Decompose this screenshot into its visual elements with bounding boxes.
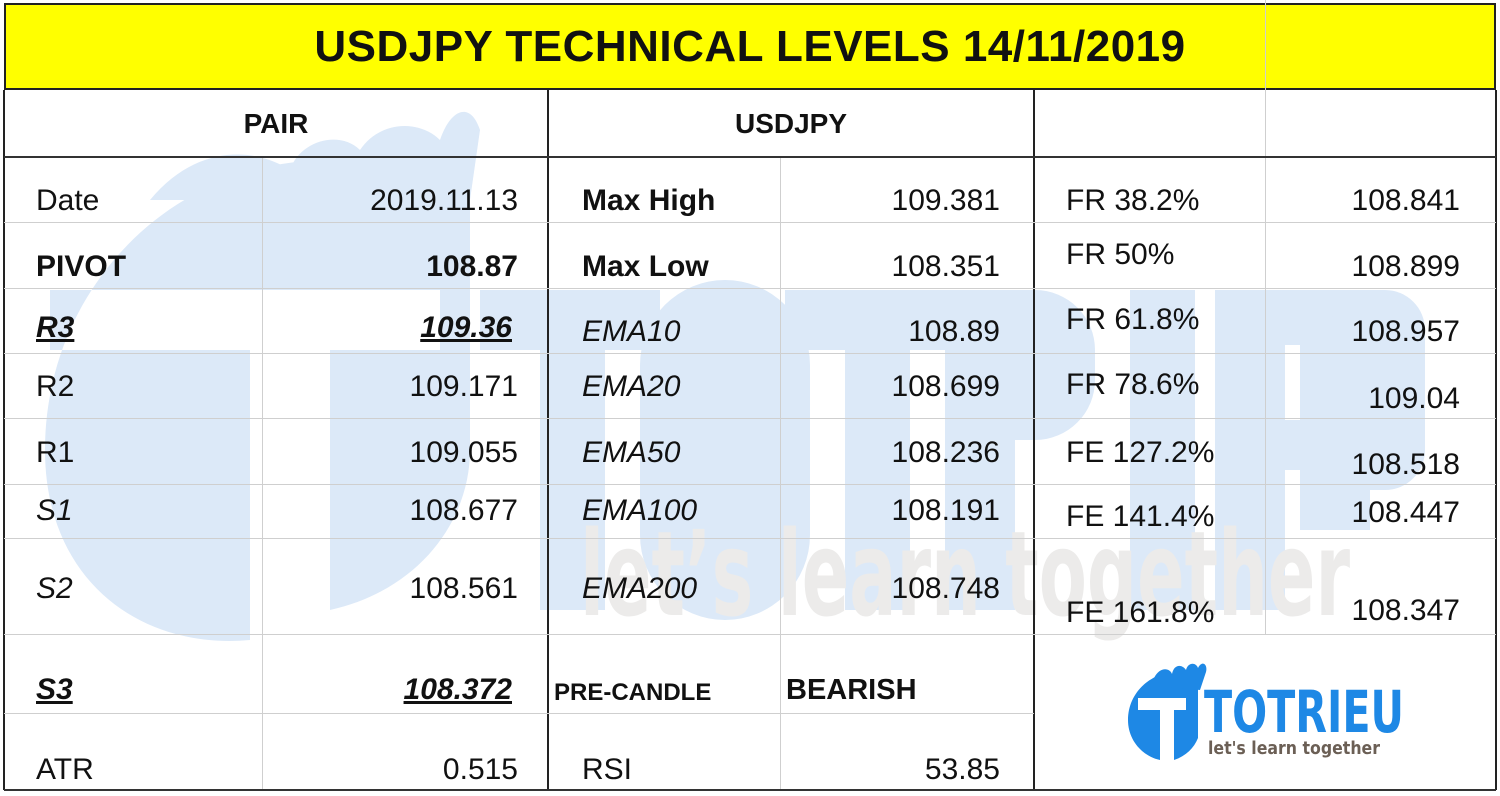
indicator-label-ema50: EMA50 [582, 436, 681, 469]
border-bottom [4, 789, 1496, 791]
header-divider [4, 156, 1496, 158]
pivot-label-pivot: PIVOT [36, 250, 127, 283]
fib-value-fr-61-8: 108.957 [1351, 315, 1460, 348]
pivot-label-r3: R3 [36, 311, 75, 344]
totrieu-logo-icon: TOTRIEU let's learn together [1128, 663, 1404, 760]
indicator-label-rsi: RSI [582, 753, 633, 786]
indicator-label-ema200: EMA200 [582, 572, 698, 605]
pivot-label-s2: S2 [36, 572, 73, 605]
pair-header-value: USDJPY [734, 107, 848, 139]
gridline [1265, 90, 1266, 634]
pivot-value-atr: 0.515 [442, 753, 518, 786]
gridline [4, 288, 1496, 289]
fib-value-fe-141-4: 108.447 [1351, 496, 1460, 529]
gridline [4, 418, 1496, 419]
pivot-value-r1: 109.055 [409, 436, 518, 469]
gridline [4, 713, 1034, 714]
page-title: USDJPY TECHNICAL LEVELS 14/11/2019 [4, 3, 1496, 90]
pivot-value-r2: 109.171 [409, 370, 518, 403]
fib-label-fr-50: FR 50% [1066, 238, 1175, 271]
indicator-value-max-low: 108.351 [891, 250, 1000, 283]
fib-label-fe-141-4: FE 141.4% [1066, 500, 1215, 533]
gridline [1265, 0, 1266, 90]
divider-col3 [1033, 90, 1035, 790]
border-right [1495, 90, 1497, 790]
indicator-value-rsi: 53.85 [924, 753, 1000, 786]
pair-header-label: PAIR [243, 107, 309, 139]
pivot-label-date: Date [36, 184, 100, 217]
pivot-label-atr: ATR [36, 753, 94, 786]
gridline [4, 538, 1496, 539]
svg-text:let's learn together: let's learn together [1208, 738, 1380, 759]
fib-value-fe-161-8: 108.347 [1351, 594, 1460, 627]
fib-value-fr-78-6: 109.04 [1368, 382, 1460, 415]
divider-col2 [547, 90, 549, 790]
indicator-label-ema100: EMA100 [582, 494, 698, 527]
fib-label-fr-61-8: FR 61.8% [1066, 303, 1200, 336]
indicator-value-ema200: 108.748 [891, 572, 1000, 605]
pivot-value-s2: 108.561 [409, 572, 518, 605]
indicator-label-ema10: EMA10 [582, 315, 681, 348]
pivot-value-date: 2019.11.13 [370, 184, 518, 217]
indicator-value-max-high: 109.381 [891, 184, 1000, 217]
fib-label-fr-38-2: FR 38.2% [1066, 184, 1200, 217]
gridline [4, 353, 1496, 354]
svg-text:TOTRIEU: TOTRIEU [1204, 678, 1404, 746]
pivot-value-s3: 108.372 [403, 673, 512, 706]
fib-value-fr-50: 108.899 [1351, 250, 1460, 283]
pivot-value-s1: 108.677 [409, 494, 518, 527]
fib-label-fr-78-6: FR 78.6% [1066, 368, 1200, 401]
fib-label-fe-161-8: FE 161.8% [1066, 596, 1215, 629]
pivot-label-r2: R2 [36, 370, 75, 403]
indicator-label-max-high: Max High [582, 184, 716, 217]
indicator-label-ema20: EMA20 [582, 370, 681, 403]
fib-value-fr-38-2: 108.841 [1351, 184, 1460, 217]
gridline [780, 157, 781, 790]
pre-candle-status-badge: BEARISH [786, 674, 917, 706]
gridline [4, 484, 1496, 485]
indicator-value-ema20: 108.699 [891, 370, 1000, 403]
fib-label-fe-127-2: FE 127.2% [1066, 436, 1215, 469]
indicator-value-ema100: 108.191 [891, 494, 1000, 527]
indicator-label-pre-candle: PRE-CANDLE [554, 679, 712, 706]
pivot-label-r1: R1 [36, 436, 75, 469]
indicator-value-ema10: 108.89 [908, 315, 1000, 348]
pivot-label-s1: S1 [36, 494, 73, 527]
gridline [4, 222, 1496, 223]
gridline [4, 634, 1496, 635]
pivot-value-r3: 109.36 [420, 311, 512, 344]
indicator-label-max-low: Max Low [582, 250, 709, 283]
pivot-label-s3: S3 [36, 673, 73, 706]
pivot-value-pivot: 108.87 [426, 250, 518, 283]
border-left [3, 90, 5, 790]
gridline [262, 157, 263, 790]
indicator-value-ema50: 108.236 [891, 436, 1000, 469]
fib-value-fe-127-2: 108.518 [1351, 448, 1460, 481]
